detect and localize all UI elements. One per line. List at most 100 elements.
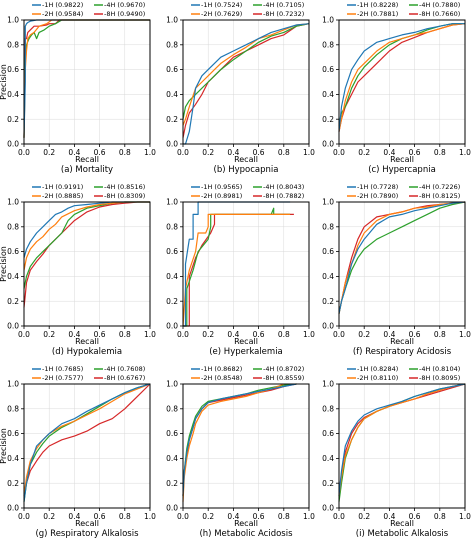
x-axis-label: Recall bbox=[234, 519, 258, 528]
series-line-4h bbox=[23, 201, 150, 289]
series-line-4h bbox=[182, 383, 297, 496]
series-line-8h bbox=[338, 23, 466, 132]
y-tick-label: 0.8 bbox=[7, 222, 19, 231]
x-tick-label: 0.8 bbox=[278, 148, 290, 157]
x-tick-label: 0.0 bbox=[18, 330, 30, 339]
plot-frame bbox=[338, 383, 466, 509]
panel-caption: (e) Hyperkalemia bbox=[209, 347, 283, 357]
x-tick-label: 0.2 bbox=[43, 330, 55, 339]
y-tick-label: 0.2 bbox=[7, 115, 19, 124]
y-tick-label: 0.0 bbox=[322, 322, 334, 331]
plot-frame bbox=[338, 19, 466, 145]
y-tick-label: 0.2 bbox=[166, 479, 178, 488]
y-tick-label: 1.0 bbox=[166, 198, 178, 207]
x-tick-label: 0.4 bbox=[383, 148, 395, 157]
series-line-2h bbox=[23, 383, 151, 496]
y-tick-label: 1.0 bbox=[7, 16, 19, 25]
y-tick-label: 0.8 bbox=[7, 404, 19, 413]
y-tick-label: 0.4 bbox=[322, 454, 334, 463]
series-line-1h bbox=[338, 201, 466, 314]
plot-frame bbox=[182, 201, 310, 327]
x-tick-label: 0.8 bbox=[434, 330, 446, 339]
x-axis-label: Recall bbox=[234, 155, 258, 164]
series-line-1h bbox=[23, 383, 151, 502]
x-tick-label: 0.0 bbox=[177, 330, 189, 339]
y-tick-label: 0.6 bbox=[7, 65, 19, 74]
legend-label-2h: -2H (0.8110) bbox=[357, 374, 398, 382]
plot-frame bbox=[23, 201, 151, 327]
legend-label-2h: -2H (0.7577) bbox=[42, 374, 83, 382]
y-axis-label: Precision bbox=[0, 64, 8, 100]
y-tick-label: 0.4 bbox=[7, 454, 19, 463]
panel-5: 0.00.0 0.2 0.2 0.4 0.4 0.6 0.6 0.8 0.8 1.0 1.0 -1H … bbox=[166, 183, 315, 357]
x-tick-label: 0.4 bbox=[227, 148, 239, 157]
y-tick-label: 1.0 bbox=[7, 380, 19, 389]
x-axis-label: Recall bbox=[390, 155, 414, 164]
panel-caption: (h) Metabolic Acidosis bbox=[199, 529, 293, 539]
legend-label-1h: -1H (0.8682) bbox=[201, 365, 242, 373]
x-tick-label: 0.6 bbox=[409, 512, 421, 521]
series-line-2h bbox=[182, 23, 310, 126]
x-tick-label: 0.6 bbox=[409, 330, 421, 339]
panel-caption: (c) Hypercapnia bbox=[368, 165, 436, 175]
x-tick-label: 0.6 bbox=[253, 148, 265, 157]
x-tick-label: 0.4 bbox=[68, 148, 80, 157]
legend-label-2h: -2H (0.7890) bbox=[357, 192, 398, 200]
legend-label-1h: -1H (0.9822) bbox=[42, 1, 83, 9]
legend-label-2h: -2H (0.8981) bbox=[201, 192, 242, 200]
panel-caption: (g) Respiratory Alkalosis bbox=[35, 529, 139, 539]
y-tick-label: 0.4 bbox=[7, 272, 19, 281]
x-tick-label: 0.8 bbox=[278, 512, 290, 521]
y-tick-label: 0.2 bbox=[322, 115, 334, 124]
x-axis-label: Recall bbox=[390, 337, 414, 346]
series-line-4h bbox=[23, 19, 150, 138]
legend-label-8h: -8H (0.7232) bbox=[263, 10, 304, 18]
series-line-4h bbox=[182, 23, 310, 120]
x-tick-label: 0.8 bbox=[119, 330, 131, 339]
x-tick-label: 0.0 bbox=[18, 512, 30, 521]
y-tick-label: 0.2 bbox=[166, 297, 178, 306]
y-tick-label: 0.0 bbox=[322, 504, 334, 513]
legend-label-4h: -4H (0.9670) bbox=[104, 1, 145, 9]
y-tick-label: 0.0 bbox=[322, 140, 334, 149]
x-tick-label: 0.6 bbox=[253, 512, 265, 521]
x-axis-label: Recall bbox=[75, 337, 99, 346]
y-tick-label: 0.6 bbox=[322, 429, 334, 438]
x-tick-label: 0.4 bbox=[227, 330, 239, 339]
series-line-1h bbox=[183, 201, 291, 327]
panel-2: 0.00.0 0.2 0.2 0.4 0.4 0.6 0.6 0.8 0.8 1.0 1.0 -1H … bbox=[166, 1, 315, 175]
x-tick-label: 1.0 bbox=[459, 512, 471, 521]
y-tick-label: 0.8 bbox=[322, 222, 334, 231]
plot-frame bbox=[182, 383, 310, 509]
legend-label-8h: -8H (0.8095) bbox=[419, 374, 460, 382]
series-line-1h bbox=[23, 19, 150, 138]
y-tick-label: 0.2 bbox=[166, 115, 178, 124]
series-line-4h bbox=[183, 207, 291, 327]
legend-label-8h: -8H (0.8125) bbox=[419, 192, 460, 200]
series-line-8h bbox=[23, 201, 150, 308]
series-line-2h bbox=[338, 201, 466, 314]
x-tick-label: 0.2 bbox=[43, 512, 55, 521]
series-line-8h bbox=[182, 23, 310, 138]
legend-label-4h: -4H (0.7105) bbox=[263, 1, 304, 9]
x-tick-label: 1.0 bbox=[303, 512, 315, 521]
y-tick-label: 0.6 bbox=[322, 247, 334, 256]
x-tick-label: 0.6 bbox=[94, 330, 106, 339]
series-line-2h bbox=[338, 383, 466, 496]
x-tick-label: 1.0 bbox=[459, 330, 471, 339]
legend-label-2h: -2H (0.7629) bbox=[201, 10, 242, 18]
series-line-8h bbox=[338, 383, 466, 496]
series-line-1h bbox=[338, 383, 466, 496]
panel-3: 0.00.0 0.2 0.2 0.4 0.4 0.6 0.6 0.8 0.8 1.0 1.0 -1H … bbox=[322, 1, 471, 175]
y-tick-label: 0.2 bbox=[322, 297, 334, 306]
legend-label-1h: -1H (0.7524) bbox=[201, 1, 242, 9]
x-tick-label: 0.4 bbox=[383, 512, 395, 521]
legend-label-2h: -2H (0.7881) bbox=[357, 10, 398, 18]
panel-7: 0.00.0 0.2 0.2 0.4 0.4 0.6 0.6 0.8 0.8 1.0 1.0 -1H … bbox=[0, 365, 156, 539]
series-line-2h bbox=[338, 23, 466, 132]
x-tick-label: 0.8 bbox=[278, 330, 290, 339]
x-tick-label: 0.8 bbox=[119, 148, 131, 157]
legend-label-8h: -8H (0.8559) bbox=[263, 374, 304, 382]
panel-caption: (b) Hypocapnia bbox=[214, 165, 279, 175]
